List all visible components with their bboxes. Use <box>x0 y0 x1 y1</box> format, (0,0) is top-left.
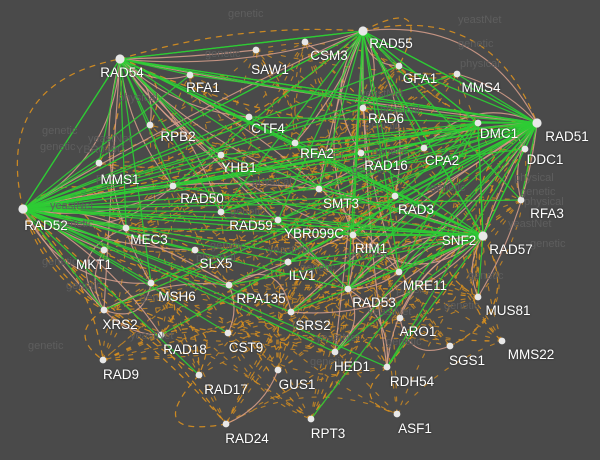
graph-node-rad54[interactable] <box>115 54 125 64</box>
graph-node-mms22[interactable] <box>498 337 506 345</box>
physical-edges <box>22 28 538 425</box>
graph-node-mkt1[interactable] <box>100 246 108 254</box>
graph-node-ddc1[interactable] <box>521 145 529 153</box>
graph-node-rim1[interactable] <box>349 231 357 239</box>
graph-node-dmc1[interactable] <box>474 119 482 127</box>
graph-node-xrs2[interactable] <box>100 306 108 314</box>
graph-node-rad53[interactable] <box>344 285 352 293</box>
graph-node-mms4[interactable] <box>453 70 461 78</box>
graph-node-mec3[interactable] <box>122 224 130 232</box>
graph-node-aro1[interactable] <box>396 314 404 322</box>
graph-node-rad6[interactable] <box>359 104 367 112</box>
graph-node-srs2[interactable] <box>287 308 295 316</box>
graph-node-rad3[interactable] <box>391 192 399 200</box>
graph-node-rdh54[interactable] <box>383 363 391 371</box>
graph-node-yhb1[interactable] <box>217 151 225 159</box>
graph-node-hed1[interactable] <box>331 348 339 356</box>
graph-node-msh6[interactable] <box>147 279 155 287</box>
graph-node-mre11[interactable] <box>395 268 403 276</box>
graph-node-smt3[interactable] <box>315 185 323 193</box>
graph-node-csm3[interactable] <box>301 38 309 46</box>
graph-node-ilv1[interactable] <box>284 258 292 266</box>
graph-node-gfa1[interactable] <box>395 62 403 70</box>
graph-node-rad51[interactable] <box>532 118 542 128</box>
nodes-layer <box>18 26 542 428</box>
graph-node-rpb2[interactable] <box>146 121 154 129</box>
graph-node-gus1[interactable] <box>274 366 282 374</box>
graph-node-rad9[interactable] <box>99 356 107 364</box>
graph-node-rad57[interactable] <box>479 232 487 240</box>
graph-node-rfa1[interactable] <box>186 71 194 79</box>
graph-node-rad59[interactable] <box>217 208 225 216</box>
graph-node-mus81[interactable] <box>474 293 482 301</box>
graph-node-mms1[interactable] <box>95 159 103 167</box>
graph-node-slx5[interactable] <box>191 246 199 254</box>
graph-node-rfa2[interactable] <box>291 139 299 147</box>
graph-node-rpa135[interactable] <box>225 281 233 289</box>
graph-node-cst9[interactable] <box>224 329 232 337</box>
graph-node-sgs1[interactable] <box>446 342 454 350</box>
graph-node-rad55[interactable] <box>358 26 368 36</box>
graph-node-rad16[interactable] <box>357 149 365 157</box>
graph-node-ctf4[interactable] <box>245 113 253 121</box>
graph-node-rad18[interactable] <box>157 331 165 339</box>
graph-node-cpa2[interactable] <box>420 144 428 152</box>
graph-node-rpt3[interactable] <box>307 415 315 423</box>
graph-node-ybr099c[interactable] <box>274 216 282 224</box>
graph-node-rad24[interactable] <box>222 420 230 428</box>
graph-node-saw1[interactable] <box>252 46 260 54</box>
graph-node-rad52[interactable] <box>18 204 28 214</box>
graph-node-asf1[interactable] <box>393 410 401 418</box>
graph-node-rfa3[interactable] <box>517 196 525 204</box>
coexpression-edges <box>22 30 538 420</box>
graph-node-rad50[interactable] <box>169 182 177 190</box>
graph-node-rad17[interactable] <box>195 371 203 379</box>
